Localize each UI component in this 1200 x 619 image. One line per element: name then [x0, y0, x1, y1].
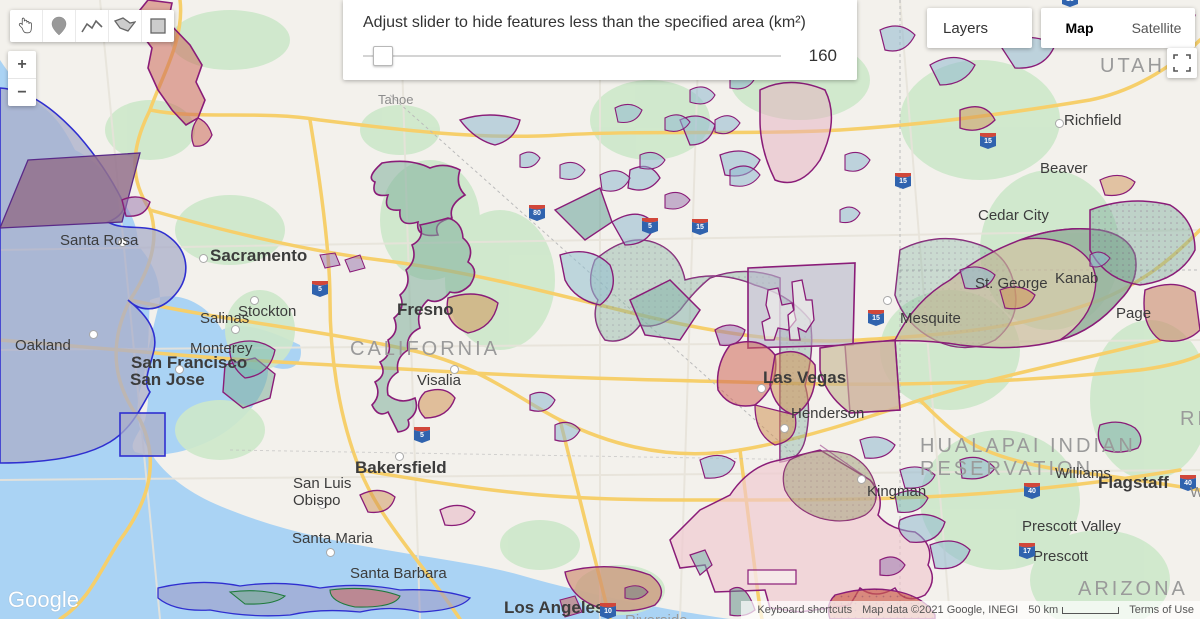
svg-text:17: 17 [1023, 548, 1031, 555]
svg-text:40: 40 [1184, 480, 1192, 487]
svg-text:15: 15 [872, 315, 880, 322]
svg-text:5: 5 [420, 432, 424, 439]
svg-text:15: 15 [899, 178, 907, 185]
svg-text:80: 80 [533, 210, 541, 217]
svg-text:40: 40 [1028, 488, 1036, 495]
svg-text:15: 15 [984, 138, 992, 145]
svg-text:15: 15 [696, 224, 704, 231]
svg-text:5: 5 [318, 286, 322, 293]
svg-text:15: 15 [1066, 0, 1074, 3]
svg-text:10: 10 [604, 608, 612, 615]
svg-text:5: 5 [648, 223, 652, 230]
